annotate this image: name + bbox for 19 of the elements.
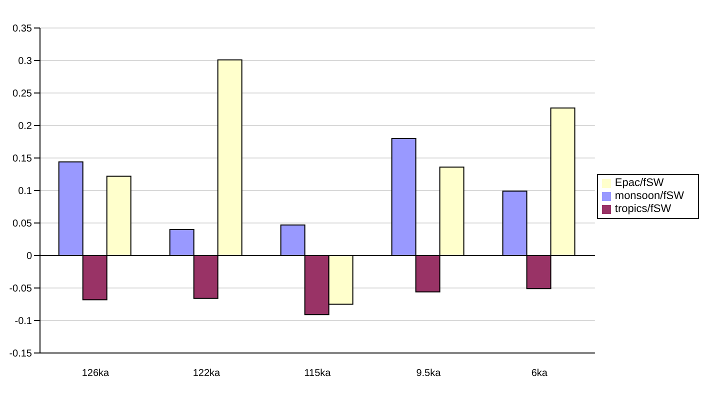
y-tick-label: 0.05 — [12, 218, 32, 230]
y-tick-label: 0.3 — [18, 56, 32, 68]
x-tick-label: 6ka — [531, 368, 548, 380]
y-tick-label: -0.1 — [14, 316, 32, 328]
y-tick-label: -0.15 — [9, 348, 32, 360]
y-tick-label: 0.2 — [18, 121, 32, 132]
legend-label: tropics/fSW — [614, 203, 672, 215]
y-tick-label: 0 — [26, 251, 32, 262]
x-tick-label: 115ka — [304, 368, 332, 380]
x-tick-label: 126ka — [82, 368, 110, 380]
y-tick-label: 0.25 — [12, 88, 32, 100]
legend-label: Epac/fSW — [614, 177, 664, 189]
y-tick-label: 0.15 — [12, 154, 32, 165]
y-tick-label: 0.35 — [12, 24, 32, 35]
y-tick-label: 0.1 — [18, 186, 32, 198]
legend-label: monsoon/fSW — [614, 190, 684, 202]
x-tick-label: 9.5ka — [416, 368, 442, 380]
x-tick-label: 122ka — [192, 368, 221, 380]
y-tick-label: -0.05 — [9, 284, 32, 295]
